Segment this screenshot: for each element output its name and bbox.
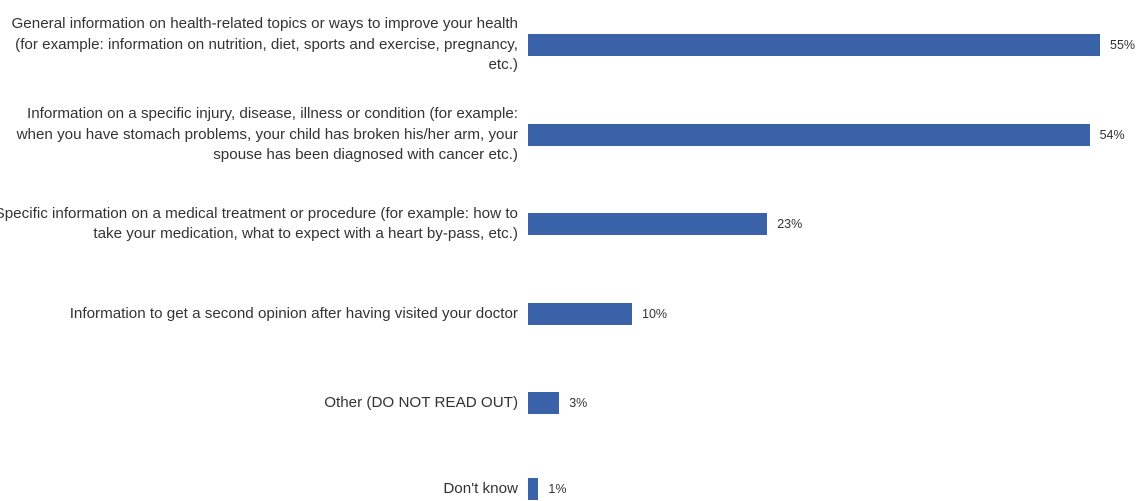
- bar: [528, 478, 539, 500]
- value-label: 55%: [1110, 38, 1136, 52]
- value-label: 3%: [569, 396, 588, 410]
- category-label: General information on health-related to…: [11, 15, 518, 73]
- value-label: 54%: [1099, 128, 1125, 142]
- bar: [528, 213, 768, 235]
- value-label: 23%: [777, 217, 803, 231]
- bar: [528, 34, 1100, 56]
- category-label: Don't know: [443, 479, 518, 497]
- bar: [528, 392, 560, 414]
- value-label: 1%: [548, 482, 567, 496]
- bar: [528, 303, 632, 325]
- category-label: Information on a specific injury, diseas…: [16, 105, 518, 163]
- category-label: Information to get a second opinion afte…: [69, 304, 518, 322]
- category-label: Specific information on a medical treatm…: [0, 204, 518, 243]
- bar: [528, 124, 1090, 146]
- category-label: Other (DO NOT READ OUT): [324, 393, 518, 411]
- value-label: 10%: [642, 307, 668, 321]
